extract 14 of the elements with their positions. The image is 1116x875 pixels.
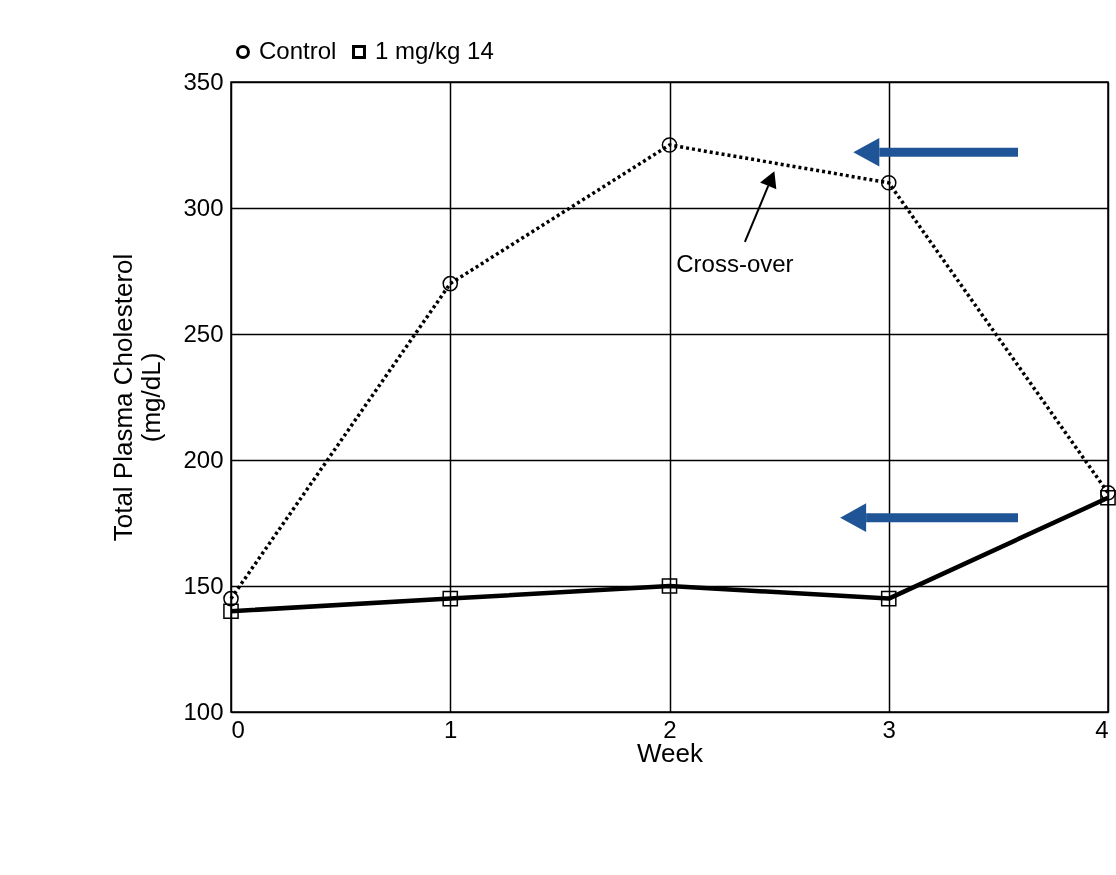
legend-label: Control xyxy=(259,37,337,64)
y-tick-label: 350 xyxy=(183,67,224,95)
y-tick-label: 100 xyxy=(183,697,224,725)
y-tick-label: 300 xyxy=(183,193,224,221)
y-tick-label: 150 xyxy=(183,571,224,599)
y-tick-label: 250 xyxy=(183,319,224,347)
legend-label: 1 mg/kg 14 xyxy=(375,37,494,64)
x-tick-label: 0 xyxy=(231,715,245,743)
x-tick-label: 1 xyxy=(444,715,458,743)
x-tick-label: 4 xyxy=(1095,715,1109,743)
x-tick-label: 3 xyxy=(882,715,896,743)
y-axis-title: Total Plasma Cholesterol (mg/dL) xyxy=(108,253,167,542)
annotation: Cross-over xyxy=(676,249,794,277)
y-tick-label: 200 xyxy=(183,445,224,473)
